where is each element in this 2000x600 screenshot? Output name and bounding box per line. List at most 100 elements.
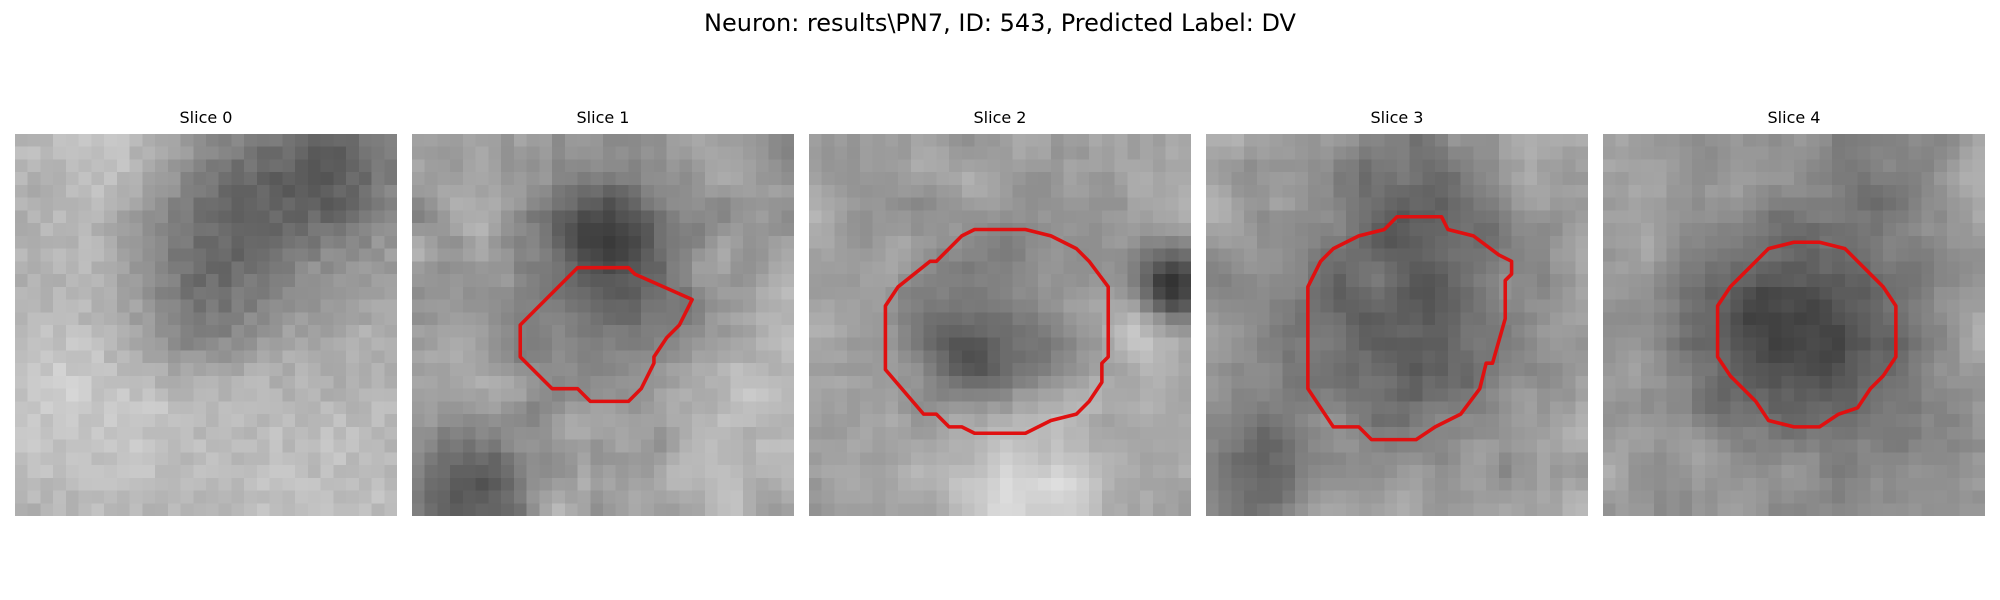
pixel [1717, 388, 1731, 402]
pixel [218, 388, 232, 402]
pixel [1333, 503, 1347, 516]
pixel [1025, 235, 1039, 249]
roi-contour [1715, 240, 1898, 429]
pixel [15, 337, 28, 351]
pixel [65, 426, 79, 440]
pixel [692, 286, 706, 300]
pixel [1473, 477, 1487, 491]
pixel [1358, 414, 1372, 428]
pixel [475, 490, 489, 504]
pixel [1575, 350, 1588, 364]
pixel [53, 388, 67, 402]
pixel [155, 388, 169, 402]
pixel [346, 465, 360, 479]
pixel [1486, 401, 1500, 415]
pixel [1409, 439, 1423, 453]
pixel [1244, 375, 1258, 389]
pixel [27, 350, 41, 364]
pixel [53, 172, 67, 186]
pixel [78, 210, 92, 224]
pixel [834, 426, 848, 440]
pixel [704, 337, 718, 351]
pixel [333, 414, 347, 428]
pixel [1295, 172, 1309, 186]
pixel [1358, 503, 1372, 516]
pixel [1012, 375, 1026, 389]
pixel [1206, 337, 1219, 351]
pixel [1140, 312, 1154, 326]
pixel [116, 465, 130, 479]
pixel [1025, 312, 1039, 326]
pixel [1921, 388, 1935, 402]
pixel [256, 477, 270, 491]
pixel [488, 477, 502, 491]
pixel [384, 134, 397, 147]
pixel [1012, 146, 1026, 160]
pixel [552, 325, 566, 338]
pixel [755, 248, 769, 262]
pixel [1460, 274, 1474, 288]
pixel [1537, 337, 1551, 351]
pixel [384, 325, 397, 338]
pixel [180, 414, 194, 428]
pixel [333, 172, 347, 186]
pixel [1307, 286, 1321, 300]
pixel [949, 503, 963, 516]
pixel [1628, 477, 1642, 491]
pixel [1666, 414, 1680, 428]
pixel [628, 477, 642, 491]
pixel [358, 350, 372, 364]
pixel [1012, 184, 1026, 198]
pixel [40, 465, 54, 479]
pixel [53, 299, 67, 313]
pixel [1256, 452, 1270, 466]
pixel [1089, 325, 1103, 338]
pixel [1666, 312, 1680, 326]
pixel [1089, 401, 1103, 415]
pixel [1206, 325, 1219, 338]
pixel [809, 312, 822, 326]
pixel [704, 312, 718, 326]
pixel [1972, 363, 1985, 377]
pixel [1959, 134, 1973, 147]
pixel [564, 490, 578, 504]
pixel [91, 490, 105, 504]
pixel [1832, 172, 1846, 186]
pixel [1269, 159, 1283, 173]
pixel [437, 452, 451, 466]
pixel [590, 439, 604, 453]
pixel [1218, 350, 1232, 364]
pixel [692, 134, 706, 147]
pixel [1768, 172, 1782, 186]
pixel [1460, 337, 1474, 351]
pixel [1653, 325, 1667, 338]
pixel [628, 337, 642, 351]
pixel [859, 159, 873, 173]
pixel [666, 134, 680, 147]
pixel [206, 426, 219, 440]
pixel [1921, 172, 1935, 186]
pixel [450, 337, 464, 351]
pixel [1256, 235, 1270, 249]
pixel [1743, 477, 1757, 491]
pixel [1562, 401, 1576, 415]
pixel [320, 388, 334, 402]
pixel [1307, 350, 1321, 364]
pixel [1679, 261, 1693, 275]
pixel [1524, 426, 1538, 440]
pixel [704, 286, 718, 300]
pixel [949, 210, 963, 224]
pixel [1908, 439, 1922, 453]
pixel [1114, 414, 1128, 428]
pixel [1895, 363, 1909, 377]
pixel [1768, 184, 1782, 198]
pixel [193, 337, 207, 351]
pixel [641, 465, 655, 479]
pixel [692, 261, 706, 275]
pixel [1806, 146, 1820, 160]
pixel [1908, 134, 1922, 147]
pixel [437, 490, 451, 504]
pixel [1730, 286, 1744, 300]
pixel [1857, 414, 1871, 428]
pixel [1603, 477, 1616, 491]
